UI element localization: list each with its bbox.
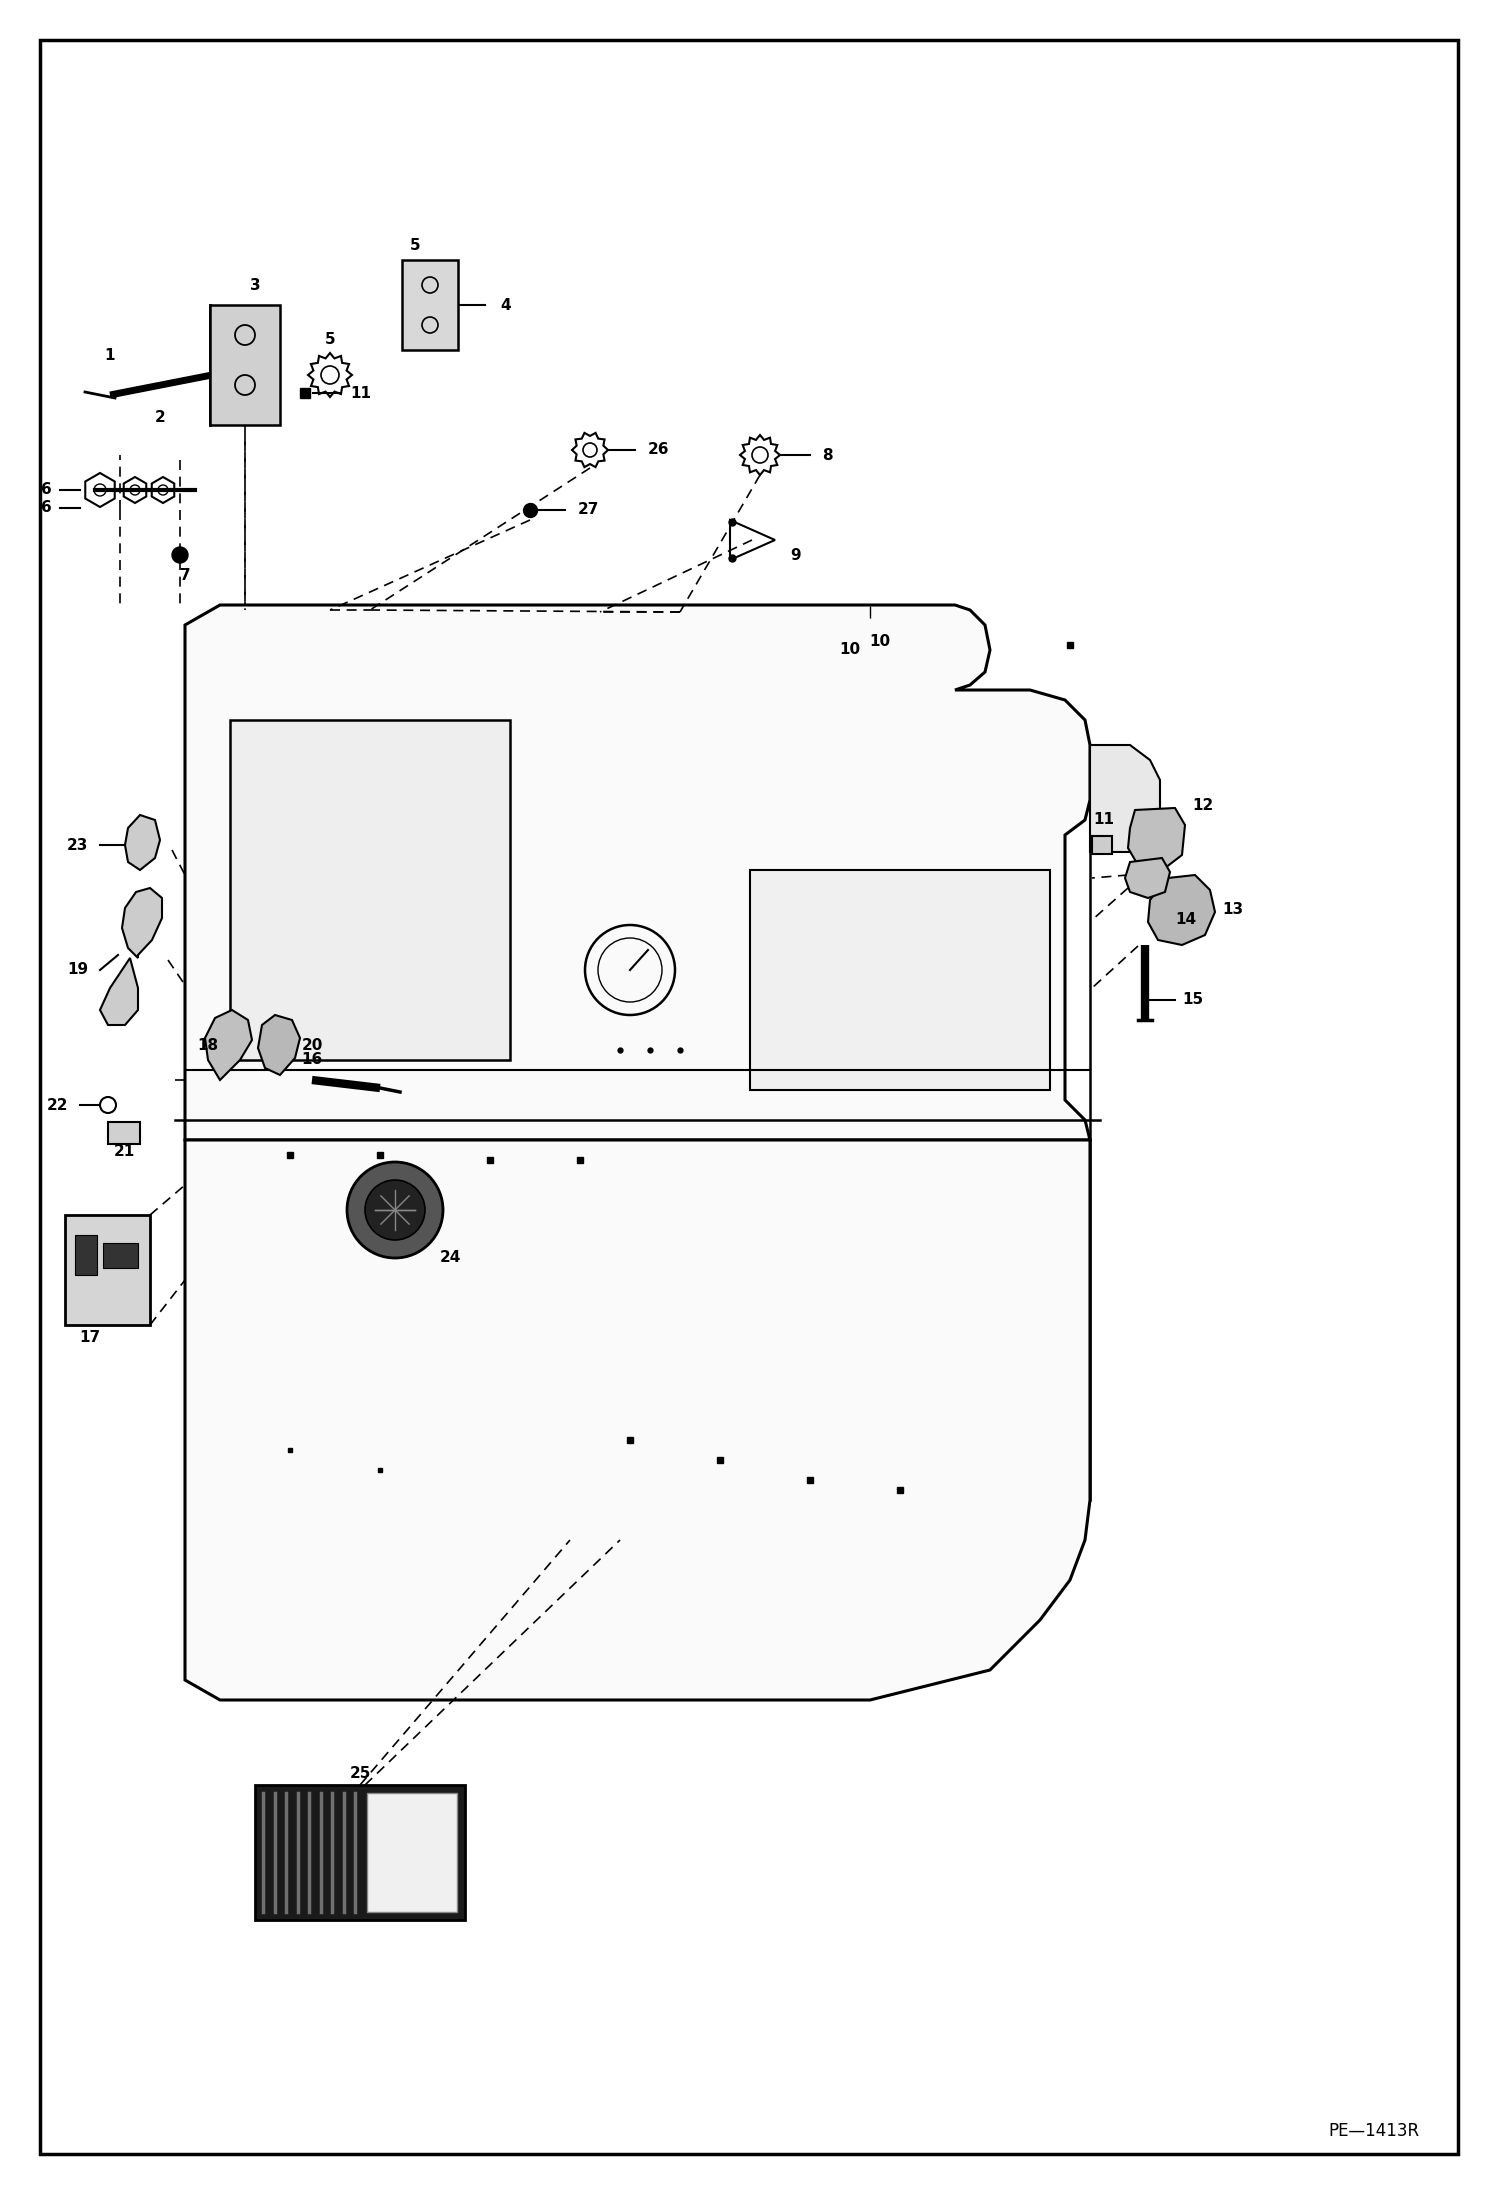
Bar bbox=[103, 1244, 138, 1268]
Polygon shape bbox=[205, 1009, 252, 1079]
Bar bbox=[367, 1792, 457, 1911]
Text: 14: 14 bbox=[1174, 913, 1195, 928]
Text: 21: 21 bbox=[114, 1145, 135, 1158]
Bar bbox=[401, 261, 458, 351]
Polygon shape bbox=[184, 1141, 1091, 1700]
Text: 17: 17 bbox=[79, 1330, 100, 1345]
Bar bbox=[64, 1215, 150, 1325]
Text: 6: 6 bbox=[42, 483, 52, 498]
Polygon shape bbox=[121, 889, 162, 959]
Text: 5: 5 bbox=[409, 237, 421, 252]
Text: 6: 6 bbox=[42, 500, 52, 516]
Bar bbox=[231, 720, 509, 1060]
Text: 9: 9 bbox=[789, 548, 800, 562]
Text: 11: 11 bbox=[1094, 812, 1115, 827]
Text: 3: 3 bbox=[250, 276, 261, 292]
Circle shape bbox=[172, 546, 189, 564]
Text: 10: 10 bbox=[839, 643, 860, 658]
Text: 23: 23 bbox=[66, 838, 88, 853]
Text: 25: 25 bbox=[349, 1766, 370, 1782]
Circle shape bbox=[348, 1163, 443, 1257]
Polygon shape bbox=[1125, 858, 1170, 897]
Polygon shape bbox=[124, 814, 160, 871]
Text: 1: 1 bbox=[105, 347, 115, 362]
Bar bbox=[255, 1786, 464, 1920]
Text: 7: 7 bbox=[180, 568, 190, 581]
Text: 24: 24 bbox=[440, 1251, 461, 1266]
Text: 20: 20 bbox=[303, 1038, 324, 1053]
Text: 18: 18 bbox=[196, 1038, 219, 1053]
Circle shape bbox=[366, 1180, 425, 1240]
Polygon shape bbox=[184, 606, 1091, 1141]
Bar bbox=[210, 305, 280, 426]
Text: 12: 12 bbox=[1192, 796, 1213, 812]
Text: 8: 8 bbox=[822, 448, 833, 463]
Text: 27: 27 bbox=[578, 502, 599, 518]
Polygon shape bbox=[1147, 875, 1215, 946]
Text: 4: 4 bbox=[500, 298, 511, 312]
Text: 26: 26 bbox=[649, 443, 670, 459]
Text: 19: 19 bbox=[67, 963, 88, 979]
Text: 11: 11 bbox=[351, 386, 372, 402]
Text: 5: 5 bbox=[325, 333, 336, 347]
Text: 22: 22 bbox=[46, 1097, 67, 1112]
Polygon shape bbox=[258, 1016, 300, 1075]
Polygon shape bbox=[100, 959, 138, 1025]
Text: 13: 13 bbox=[1222, 902, 1243, 917]
Bar bbox=[75, 1235, 97, 1275]
Polygon shape bbox=[1091, 746, 1159, 851]
Bar bbox=[1092, 836, 1112, 853]
Polygon shape bbox=[1128, 807, 1185, 869]
Text: 10: 10 bbox=[869, 634, 891, 649]
Text: 2: 2 bbox=[154, 410, 165, 426]
Text: 15: 15 bbox=[1182, 992, 1203, 1007]
Bar bbox=[108, 1121, 139, 1143]
Bar bbox=[750, 871, 1050, 1090]
Text: 16: 16 bbox=[301, 1053, 322, 1068]
Text: PE—1413R: PE—1413R bbox=[1329, 2122, 1420, 2139]
